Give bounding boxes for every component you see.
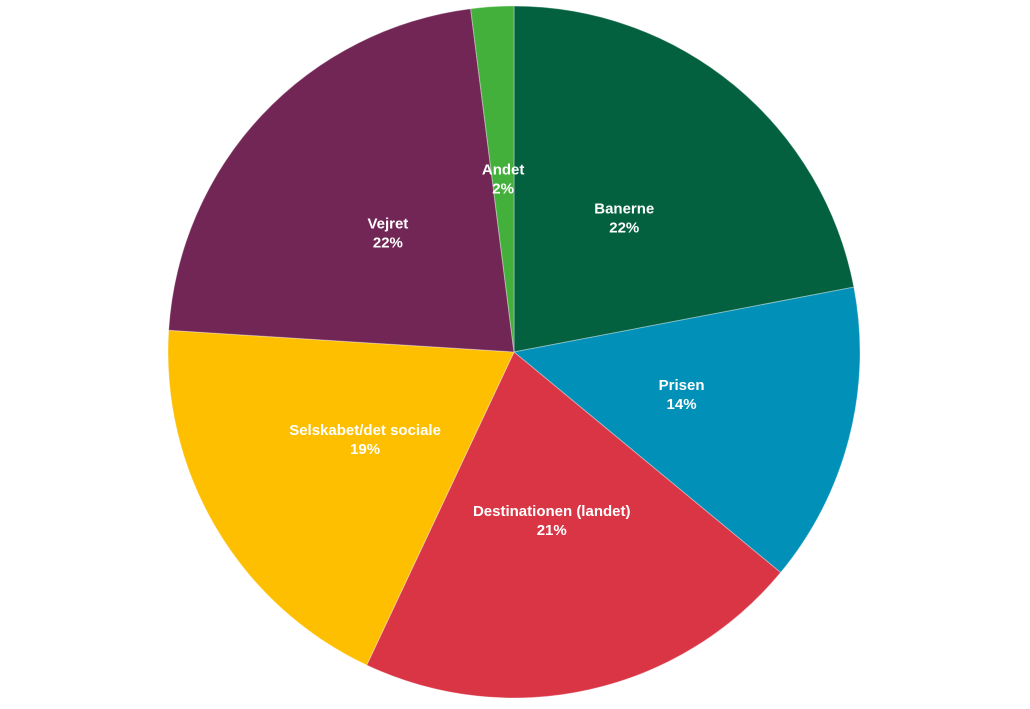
slice-label: Prisen — [659, 377, 705, 394]
pie-slice — [167, 329, 515, 666]
value-label: 19% — [350, 441, 380, 458]
pie-slice — [512, 286, 861, 574]
slice-label: Banerne — [594, 201, 654, 218]
value-label: 22% — [609, 220, 639, 237]
slice-label: Destinationen (landet) — [473, 503, 631, 520]
pie-slice — [470, 5, 515, 353]
pie-slice — [513, 5, 855, 353]
pie-slice — [168, 8, 515, 353]
value-label: 2% — [492, 180, 514, 197]
slice-label: Vejret — [367, 216, 408, 233]
slice-label: Andet — [482, 161, 525, 178]
value-label: 22% — [373, 235, 403, 252]
slice-label: Selskabet/det sociale — [289, 422, 441, 439]
value-label: 14% — [667, 396, 697, 413]
value-label: 21% — [537, 522, 567, 539]
pie-slice — [366, 351, 782, 699]
